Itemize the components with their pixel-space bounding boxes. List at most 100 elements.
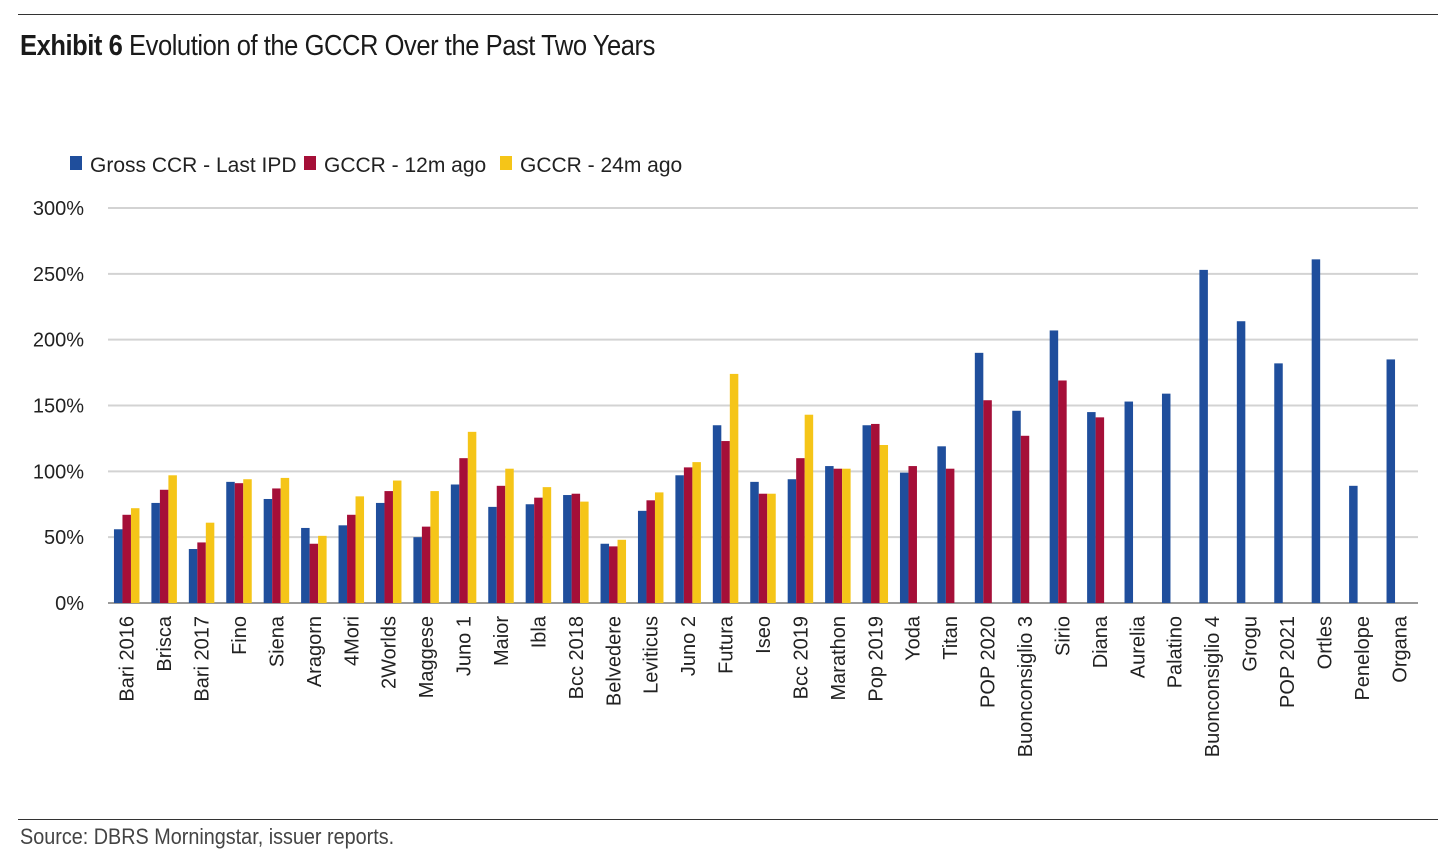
y-tick-label: 300% [33, 198, 84, 220]
source-note: Source: DBRS Morningstar, issuer reports… [20, 824, 395, 849]
bar [122, 514, 131, 603]
bar [384, 491, 393, 603]
bar [683, 467, 693, 603]
x-tick-label: Bari 2016 [117, 616, 139, 702]
bar [205, 522, 215, 603]
bar [243, 479, 252, 603]
x-tick-label: Buonconsiglio 4 [1202, 616, 1224, 757]
y-tick-label: 0% [55, 593, 84, 615]
bar [937, 446, 946, 603]
bar [309, 543, 319, 603]
bar [197, 542, 206, 603]
y-tick-label: 200% [33, 330, 84, 352]
x-tick-label: Bcc 2018 [566, 616, 588, 699]
bar [188, 549, 198, 603]
bar [654, 492, 664, 603]
bar [750, 481, 759, 603]
bar [459, 458, 468, 603]
bar [159, 489, 169, 603]
x-tick-label: Iseo [753, 616, 775, 654]
bar [804, 414, 814, 603]
bar [637, 510, 647, 603]
x-tick-label: Ortles [1314, 616, 1336, 669]
x-tick-label: Juno 1 [454, 616, 476, 676]
bar [675, 475, 684, 603]
x-tick-label: Bcc 2019 [790, 616, 812, 699]
legend-swatch [70, 156, 82, 170]
bar [450, 484, 460, 603]
bar [646, 500, 655, 603]
bar [525, 504, 535, 603]
bar [729, 373, 739, 603]
bar [467, 431, 477, 603]
bar [375, 502, 385, 603]
bar [496, 485, 506, 603]
bar [338, 525, 348, 603]
bar [571, 493, 581, 603]
bar [130, 508, 140, 603]
x-tick-label: Yoda [903, 615, 925, 661]
x-tick-label: Futura [716, 615, 738, 674]
x-tick-label: Palatino [1165, 616, 1187, 688]
bar [825, 466, 834, 603]
x-tick-label: Brisca [154, 615, 176, 671]
legend-item: Gross CCR - Last IPD [70, 154, 297, 177]
x-tick-label: 2Worlds [379, 616, 401, 689]
bars [113, 259, 1396, 603]
bar [430, 491, 439, 603]
bar [879, 445, 889, 603]
x-tick-label: Juno 2 [678, 616, 700, 676]
bar [1199, 269, 1208, 603]
x-tick-label: Sirio [1052, 616, 1074, 656]
x-tick-label: Buonconsiglio 3 [1015, 616, 1037, 757]
bar [758, 493, 768, 603]
bar [151, 502, 160, 603]
bar [1274, 363, 1283, 603]
exhibit-title: Evolution of the GCCR Over the Past Two … [129, 30, 655, 62]
bar [542, 487, 552, 603]
bar [833, 468, 843, 603]
bar [263, 498, 273, 603]
legend-label: GCCR - 24m ago [520, 154, 682, 177]
bar [272, 488, 281, 603]
y-tick-label: 100% [33, 461, 84, 483]
bar [908, 466, 917, 603]
bar [796, 458, 805, 603]
bottom-rule [18, 819, 1438, 820]
x-tick-label: Belvedere [603, 616, 625, 706]
x-tick-label: Bari 2017 [192, 616, 214, 702]
x-tick-label: Diana [1090, 615, 1112, 668]
x-tick-label: Maggese [416, 616, 438, 698]
y-tick-label: 250% [33, 264, 84, 286]
bar [1087, 412, 1096, 603]
bar [1161, 393, 1171, 603]
bar [1311, 259, 1321, 603]
exhibit-label: Exhibit 6 [20, 30, 123, 62]
bar [1058, 380, 1067, 603]
x-tick-label: POP 2021 [1277, 616, 1299, 708]
legend-swatch [500, 156, 512, 170]
legend-item: GCCR - 24m ago [500, 154, 682, 177]
bar [712, 425, 722, 603]
legend-label: Gross CCR - Last IPD [90, 154, 297, 177]
x-tick-label: Maior [491, 616, 513, 666]
bar [609, 546, 618, 603]
top-rule [18, 14, 1438, 15]
bar [1124, 401, 1134, 603]
bar [580, 501, 589, 603]
bar [534, 497, 543, 603]
legend-item: GCCR - 12m ago [304, 154, 486, 177]
legend: Gross CCR - Last IPD GCCR - 12m ago GCCR -… [70, 154, 682, 177]
bar [945, 468, 955, 603]
bar [871, 423, 880, 603]
bar [974, 352, 984, 603]
bar [113, 529, 123, 603]
chart-title: Exhibit 6 Evolution of the GCCR Over the… [20, 30, 655, 63]
x-tick-label: Aurelia [1127, 615, 1149, 678]
y-tick-label: 50% [44, 527, 84, 549]
x-tick-label: Organa [1389, 615, 1411, 683]
x-tick-label: Marathon [828, 616, 850, 701]
bar [234, 483, 244, 603]
bar [355, 496, 365, 603]
x-axis: Bari 2016 Brisca Bari 2017 Fino Siena Aragorn… [117, 615, 1412, 757]
